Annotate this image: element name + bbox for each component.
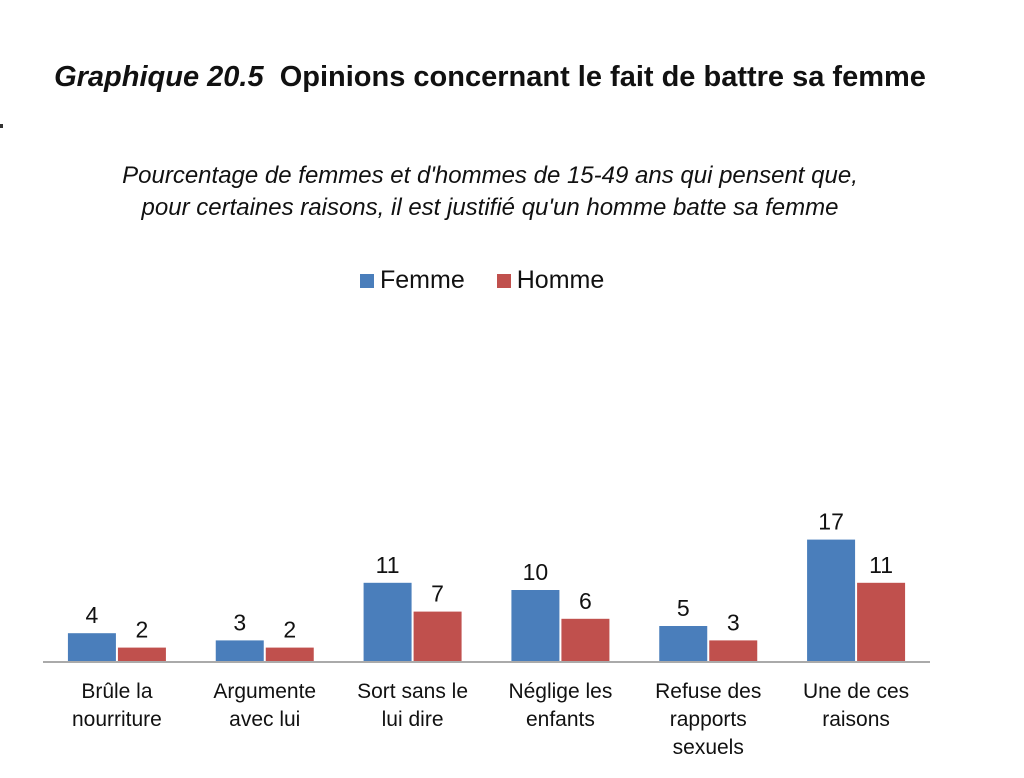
- bar-homme: [413, 611, 462, 662]
- bar-femme: [807, 539, 856, 662]
- category-label: raisons: [822, 708, 890, 731]
- bar-homme: [117, 647, 166, 662]
- bar-femme: [363, 582, 412, 662]
- category-label: rapports: [670, 708, 747, 731]
- legend-label-homme: Homme: [516, 266, 605, 294]
- chart-title: Graphique 20.5 Opinions concernant le fa…: [0, 58, 980, 96]
- category-label: sexuels: [673, 736, 744, 759]
- legend-label-femme: Femme: [380, 266, 465, 294]
- category-label: Une de ces: [803, 680, 909, 703]
- category-label: lui dire: [382, 708, 444, 731]
- data-label: 11: [869, 552, 893, 578]
- bar-femme: [67, 633, 116, 662]
- data-label: 4: [86, 602, 99, 628]
- data-label: 2: [283, 617, 296, 643]
- legend-item-femme: Femme: [360, 266, 465, 295]
- chart-title-text: Opinions concernant le fait de battre sa…: [279, 61, 926, 93]
- category-label: Néglige les: [508, 680, 612, 703]
- data-label: 11: [376, 552, 400, 578]
- bar-femme: [511, 590, 560, 662]
- data-label: 2: [136, 617, 149, 643]
- category-label: Brûle la: [81, 680, 153, 703]
- data-label: 7: [431, 581, 444, 607]
- category-label: nourriture: [72, 708, 162, 731]
- bar-homme: [709, 640, 758, 662]
- legend-item-homme: Homme: [496, 266, 605, 295]
- data-label: 17: [818, 509, 844, 535]
- category-label: Refuse des: [655, 680, 761, 703]
- chart-number: Graphique 20.5: [54, 61, 264, 93]
- data-label: 6: [579, 588, 592, 614]
- bar-femme: [215, 640, 264, 662]
- bar-homme: [857, 582, 906, 662]
- chart-subtitle: Pourcentage de femmes et d'hommes de 15-…: [122, 162, 858, 221]
- legend-swatch-femme: [360, 273, 374, 288]
- data-label: 3: [727, 609, 740, 635]
- category-label: Sort sans le: [357, 680, 468, 703]
- category-label: Argumente: [213, 680, 316, 703]
- bar-homme: [265, 647, 314, 662]
- bar-femme: [659, 626, 708, 662]
- data-label: 3: [233, 609, 246, 635]
- data-label: 5: [677, 595, 690, 621]
- scan-artifact: [0, 124, 3, 128]
- legend: Femme Homme: [360, 266, 604, 295]
- legend-swatch-homme: [496, 273, 511, 288]
- bar-homme: [561, 618, 610, 662]
- category-label: enfants: [526, 708, 595, 731]
- data-label: 10: [523, 559, 549, 585]
- category-label: avec lui: [229, 708, 300, 731]
